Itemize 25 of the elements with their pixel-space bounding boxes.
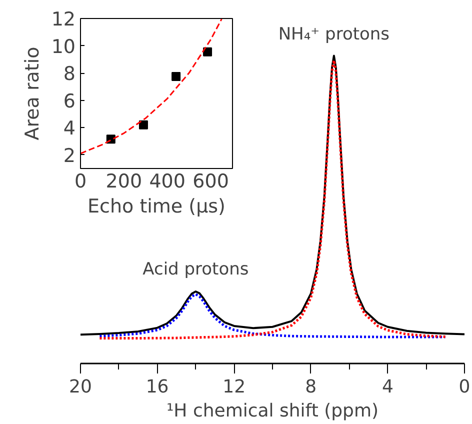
annotation: NH₄⁺ protons bbox=[278, 24, 390, 45]
x-tick-label: 4 bbox=[382, 376, 394, 398]
y-tick-label: 10 bbox=[51, 36, 76, 58]
annotation: Acid protons bbox=[142, 259, 249, 280]
y-tick-label: 8 bbox=[63, 63, 76, 86]
point bbox=[203, 47, 212, 56]
x-tick-label: 600 bbox=[192, 170, 229, 192]
x-tick-label: 400 bbox=[149, 170, 186, 192]
point bbox=[138, 120, 148, 130]
x-tick-label: 20 bbox=[69, 376, 92, 398]
y-tick-label: 6 bbox=[63, 90, 76, 112]
x-tick-label: 200 bbox=[106, 170, 142, 192]
y-tick-label: 12 bbox=[51, 8, 76, 30]
x-axis-title: ¹H chemical shift (ppm) bbox=[166, 400, 379, 422]
x-tick-label: 12 bbox=[222, 376, 246, 398]
x-tick-label: 16 bbox=[146, 376, 169, 398]
y-axis-title: Area ratio bbox=[21, 46, 44, 140]
y-tick-label: 2 bbox=[63, 144, 76, 167]
y-tick-label: 4 bbox=[63, 118, 76, 140]
point bbox=[172, 72, 181, 81]
x-axis-title: Echo time (μs) bbox=[88, 196, 226, 218]
x-tick-label: 0 bbox=[74, 170, 87, 192]
x-tick-label: 8 bbox=[305, 376, 317, 398]
x-tick-label: 0 bbox=[458, 376, 470, 398]
line-series bbox=[80, 18, 222, 154]
